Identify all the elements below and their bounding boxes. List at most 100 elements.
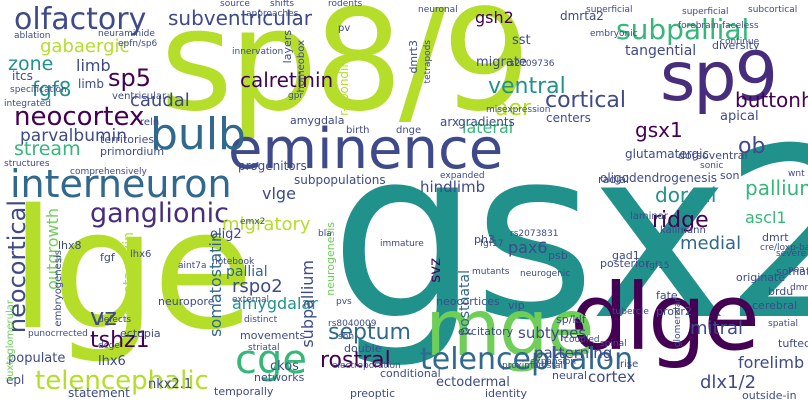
word: migratory	[222, 214, 311, 235]
word: shh	[338, 332, 355, 342]
word: fgf	[100, 251, 115, 264]
word: parvalbumin	[20, 126, 128, 146]
word: subpopulations	[294, 173, 386, 187]
word: expanded	[440, 171, 485, 181]
word: ventricular	[112, 91, 167, 102]
word: apical	[720, 109, 759, 124]
word: limb	[78, 77, 104, 91]
word: cre/loxp-based	[760, 243, 808, 253]
word: vlge	[262, 184, 296, 203]
word: sp9	[660, 38, 778, 117]
word: ablation	[14, 31, 51, 41]
word: fgf8	[32, 77, 72, 101]
word: kallmann	[660, 225, 706, 236]
word: innervation	[232, 47, 284, 57]
word: neocortex	[14, 102, 145, 132]
word: excitatory	[458, 325, 514, 338]
word: neural	[552, 369, 588, 382]
word: tetrapods	[423, 40, 433, 84]
word: psb	[548, 249, 568, 262]
word: cortical	[545, 88, 627, 113]
word: cerebral	[752, 299, 798, 312]
word: structures	[4, 159, 50, 169]
word: son	[720, 169, 740, 182]
word: dlge	[570, 264, 760, 371]
word: specification	[10, 85, 67, 95]
word: ascl1	[745, 208, 787, 227]
word: neuronal	[418, 5, 458, 15]
word: spatial	[768, 319, 798, 329]
word: lge	[10, 174, 254, 366]
word: laminar	[630, 211, 669, 222]
word: gsx1	[635, 118, 683, 142]
word: svz	[426, 258, 444, 283]
word: outside-in	[742, 389, 797, 402]
word: radial	[598, 173, 630, 186]
word: rs2073831	[510, 229, 559, 239]
word: buttonhead	[735, 88, 808, 112]
word: reln	[140, 117, 160, 128]
word: pv	[338, 23, 351, 34]
word: primordium	[100, 145, 165, 158]
word: gsh2	[475, 8, 514, 27]
word: notebook	[212, 257, 255, 267]
word: rostral	[320, 348, 391, 373]
word: coupled	[564, 335, 600, 345]
word: caudal	[130, 90, 190, 111]
word: ckos	[270, 359, 299, 374]
word: ob	[738, 134, 766, 159]
word: birth	[346, 125, 370, 136]
word: amygdala	[290, 114, 345, 127]
word: punocrrected	[28, 329, 88, 339]
word: sp/klf	[556, 313, 586, 326]
word: bla	[318, 229, 332, 239]
word: dorsoventral	[678, 149, 748, 162]
word: limb	[76, 56, 111, 75]
word: rs8040009	[328, 319, 377, 329]
word: posterior	[600, 257, 650, 270]
word: mutants	[472, 267, 510, 277]
word: neocortices	[436, 295, 500, 308]
word: lhx6	[98, 354, 126, 369]
word: electroporation	[332, 361, 401, 371]
word: prokr2	[656, 305, 692, 318]
word: hindlimb	[420, 178, 486, 196]
word: subcortical	[748, 5, 798, 15]
word: bulb	[150, 109, 246, 160]
word: dmrta2	[560, 9, 604, 23]
word: oligodendrogenesis	[600, 171, 718, 185]
word: embryogenesis	[53, 250, 64, 327]
word: gad1	[612, 249, 640, 262]
word: telencephalon	[420, 342, 634, 377]
word: progenitors	[238, 159, 307, 173]
word: cge	[235, 337, 307, 383]
word: rspo2	[232, 276, 283, 297]
word: arx	[440, 115, 460, 129]
word: wnt	[788, 169, 805, 179]
word: ridge	[652, 208, 709, 233]
word: ventral	[488, 74, 566, 99]
word: vz	[90, 303, 117, 331]
word: juxtaglomerular	[5, 300, 16, 380]
word: territories	[100, 133, 155, 146]
word: subventricular	[168, 6, 312, 30]
word: integrated	[4, 99, 51, 109]
word: dnge	[396, 125, 422, 136]
word: external	[232, 295, 270, 305]
word: amygdalar	[232, 294, 318, 313]
word: neuraminide	[98, 29, 155, 39]
word: gsx2	[330, 99, 808, 372]
word: eminence	[228, 117, 504, 182]
word: networks	[254, 371, 305, 384]
word: originate	[736, 271, 786, 284]
word: itcs	[12, 69, 33, 83]
word: olig2	[210, 227, 242, 242]
word: ectopia	[120, 327, 161, 340]
word: lhx8	[58, 239, 82, 252]
word: misexpression	[486, 105, 551, 115]
word: severe	[776, 249, 807, 259]
word: striatal	[248, 343, 280, 353]
word: sp8/9	[160, 0, 531, 143]
word: subtypes	[518, 324, 587, 342]
word: pvs	[336, 297, 352, 307]
